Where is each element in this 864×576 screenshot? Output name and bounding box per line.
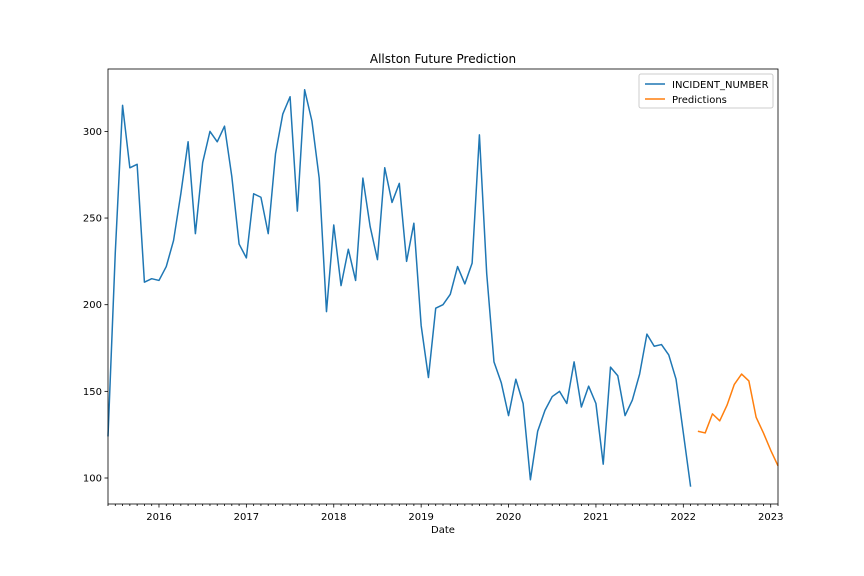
legend: INCIDENT_NUMBER Predictions <box>638 73 774 109</box>
y-tick-label: 100 <box>83 474 102 485</box>
y-axis: 100 150 200 250 300 <box>83 127 108 485</box>
x-axis-label: Date <box>431 525 455 536</box>
x-tick-label: 2021 <box>583 512 608 523</box>
x-tick-label: 2018 <box>321 512 346 523</box>
chart-title: Allston Future Prediction <box>370 52 516 66</box>
x-tick-label: 2019 <box>408 512 433 523</box>
legend-label-predictions: Predictions <box>672 95 727 106</box>
y-tick-label: 200 <box>83 300 102 311</box>
legend-label-incident-number: INCIDENT_NUMBER <box>672 80 769 91</box>
y-tick-label: 250 <box>83 214 102 225</box>
axes-frame <box>107 68 779 505</box>
x-tick-label: 2020 <box>496 512 521 523</box>
series-line-predictions <box>697 373 779 467</box>
x-tick-label: 2023 <box>758 512 783 523</box>
legend-box <box>638 73 774 109</box>
x-tick-label: 2022 <box>671 512 696 523</box>
y-tick-label: 300 <box>83 127 102 138</box>
x-axis: 2016 2017 2018 2019 2020 2021 2022 2023 <box>107 504 783 523</box>
x-tick-label: 2016 <box>146 512 171 523</box>
x-tick-label: 2017 <box>234 512 259 523</box>
plot-area <box>107 89 779 487</box>
series-line-incident-number <box>107 89 692 487</box>
y-tick-label: 150 <box>83 387 102 398</box>
